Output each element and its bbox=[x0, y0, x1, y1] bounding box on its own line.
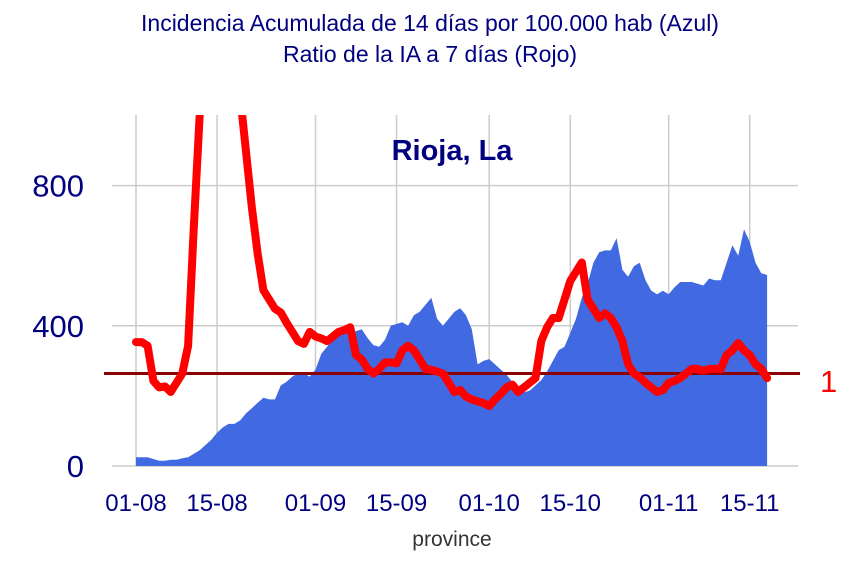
x-axis-ticks: 01-08 15-08 01-09 15-09 01-10 15-10 01-11 15-11 bbox=[105, 490, 779, 517]
y-tick-label: 400 bbox=[32, 309, 84, 344]
x-tick-label: 15-09 bbox=[366, 490, 427, 517]
reference-line-label: 1 bbox=[820, 364, 837, 399]
panel-label: Rioja, La bbox=[392, 135, 514, 167]
x-tick-label: 01-08 bbox=[105, 490, 166, 517]
chart-title-line1: Incidencia Acumulada de 14 días por 100.… bbox=[141, 10, 719, 36]
y-tick-label: 800 bbox=[32, 169, 84, 204]
incidence-area bbox=[136, 229, 768, 466]
x-tick-label: 15-11 bbox=[720, 490, 780, 517]
y-axis-ticks: 0 400 800 bbox=[32, 169, 84, 484]
x-tick-label: 01-11 bbox=[639, 490, 699, 517]
incidence-area-layer bbox=[136, 229, 768, 466]
chart-title-line2: Ratio de la IA a 7 días (Rojo) bbox=[283, 41, 577, 67]
x-tick-label: 15-08 bbox=[186, 490, 247, 517]
x-axis-label: province bbox=[412, 528, 491, 551]
x-tick-label: 15-10 bbox=[540, 490, 601, 517]
chart-title: Incidencia Acumulada de 14 días por 100.… bbox=[141, 10, 719, 67]
ratio-line bbox=[132, 115, 772, 410]
x-tick-label: 01-10 bbox=[458, 490, 519, 517]
ratio-line-layer bbox=[132, 115, 772, 410]
y-tick-label: 0 bbox=[67, 449, 84, 484]
x-tick-label: 01-09 bbox=[285, 490, 346, 517]
